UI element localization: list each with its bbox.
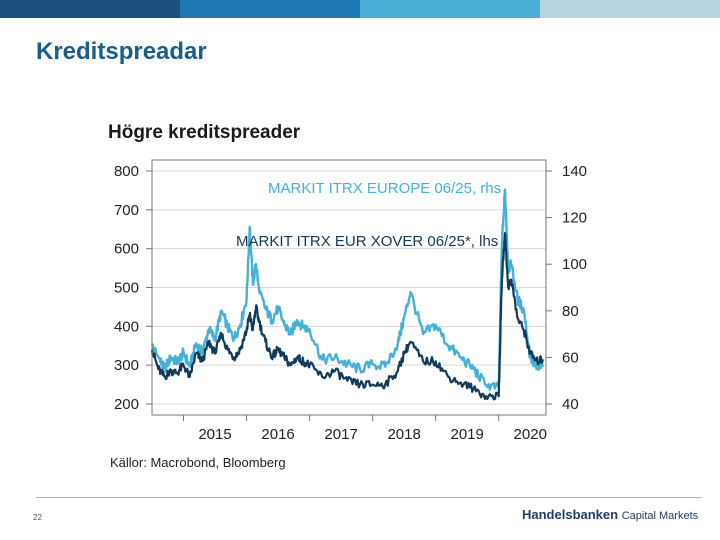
left-axis-ticks: 800 700 600 500 400 300 200 — [114, 163, 152, 413]
top-bar-segment-1 — [0, 0, 180, 18]
left-tick-label: 400 — [114, 318, 139, 335]
x-tick-label: 2015 — [198, 426, 231, 443]
legend-europe: MARKIT ITRX EUROPE 06/25, rhs — [268, 180, 501, 197]
left-tick-label: 500 — [114, 280, 139, 297]
x-tick-label: 2017 — [324, 426, 357, 443]
chart-title: Högre kreditspreader — [108, 122, 301, 143]
x-tick-label: 2018 — [387, 426, 420, 443]
right-tick-label: 40 — [562, 396, 579, 413]
series-line-europe — [150, 188, 544, 391]
series-lines — [150, 188, 544, 401]
top-color-bar — [0, 0, 720, 18]
legend-xover: MARKIT ITRX EUR XOVER 06/25*, lhs — [236, 233, 498, 250]
logo-brand: Handelsbanken — [522, 507, 619, 522]
right-tick-label: 100 — [562, 256, 587, 273]
top-bar-segment-4 — [540, 0, 720, 18]
left-tick-label: 200 — [114, 396, 139, 413]
right-tick-label: 60 — [562, 349, 579, 366]
footer-divider — [36, 497, 702, 498]
slide-title: Kreditspreadar — [36, 38, 207, 65]
left-tick-label: 600 — [114, 241, 139, 258]
x-tick-label: 2016 — [261, 426, 294, 443]
left-tick-label: 300 — [114, 357, 139, 374]
right-tick-label: 120 — [562, 210, 587, 227]
left-tick-label: 800 — [114, 163, 139, 180]
right-tick-label: 80 — [562, 303, 579, 320]
x-axis-ticks: 2015 2016 2017 2018 2019 2020 — [183, 415, 547, 443]
page-number: 22 — [33, 513, 42, 522]
x-tick-label: 2020 — [514, 426, 547, 443]
right-axis-ticks: 140 120 100 80 60 40 — [546, 163, 587, 413]
grid-lines — [152, 170, 546, 405]
series-line-xover — [150, 232, 544, 401]
top-bar-segment-2 — [180, 0, 360, 18]
right-tick-label: 140 — [562, 163, 587, 180]
top-bar-segment-3 — [360, 0, 540, 18]
logo-sub: Capital Markets — [621, 510, 699, 522]
brand-logo: Handelsbanken Capital Markets — [522, 507, 698, 522]
plot-frame — [151, 159, 547, 416]
left-tick-label: 700 — [114, 202, 139, 219]
chart-source: Källor: Macrobond, Bloomberg — [110, 455, 286, 470]
x-tick-label: 2019 — [451, 426, 484, 443]
